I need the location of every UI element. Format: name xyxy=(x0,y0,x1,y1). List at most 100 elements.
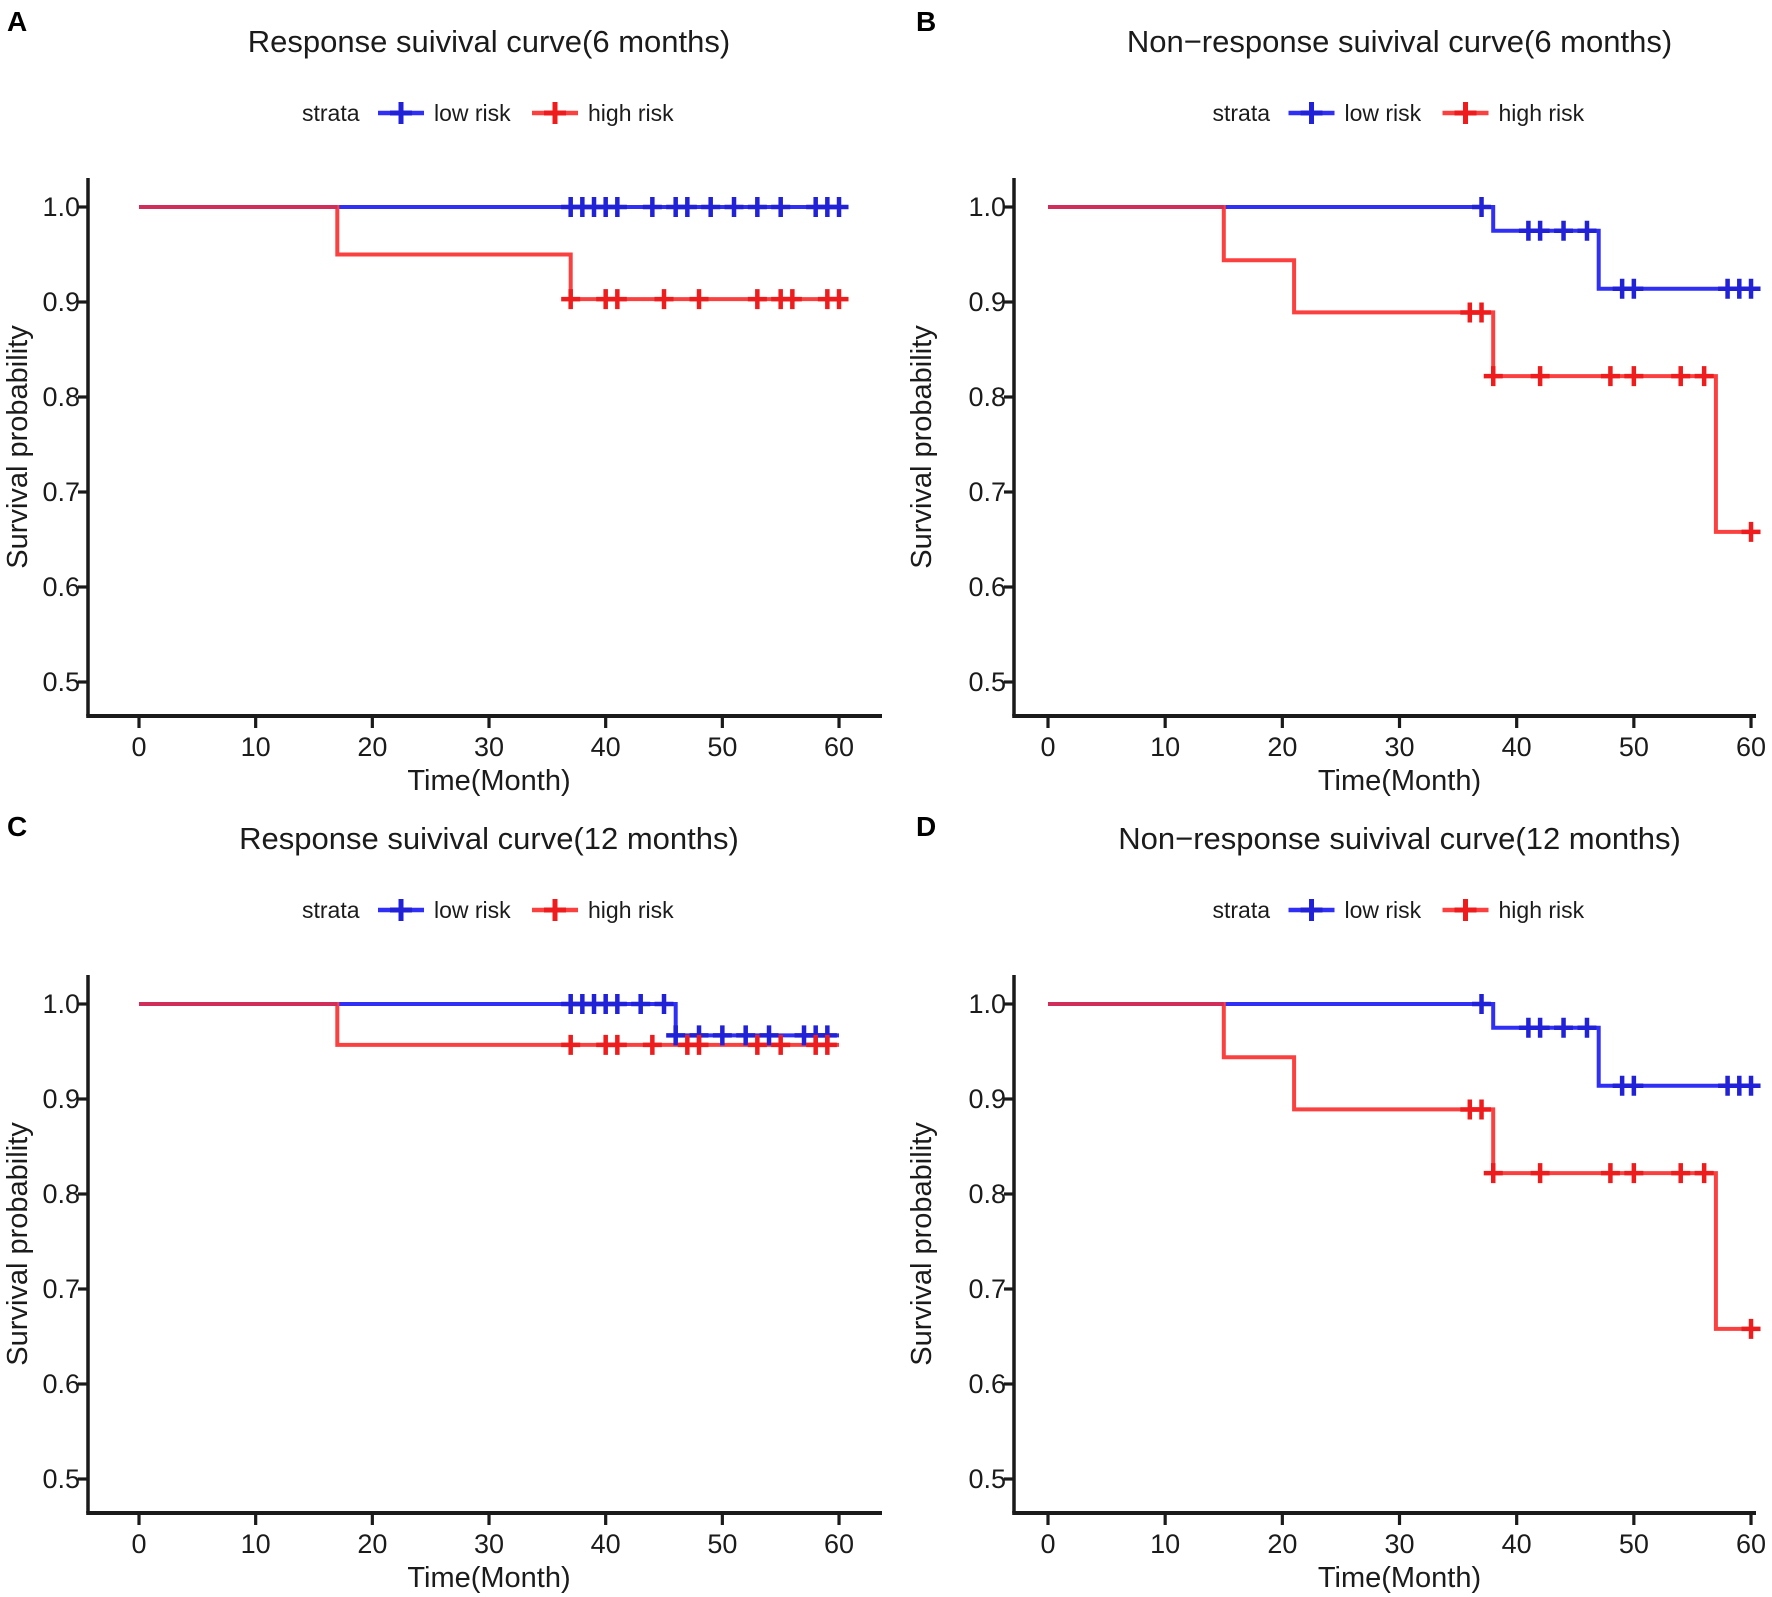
censor-mark-low-risk xyxy=(1624,278,1644,299)
legend-key-cross-low-risk xyxy=(1300,102,1323,124)
panel-d: D Non−response suivival curve(12 months)… xyxy=(886,797,1772,1597)
censor-mark-low-risk xyxy=(666,1025,686,1046)
panel-title: Response suivival curve(12 months) xyxy=(239,821,739,856)
legend-title: strata xyxy=(302,100,360,126)
x-tick-label: 50 xyxy=(707,732,737,762)
x-tick-label: 20 xyxy=(357,732,387,762)
censor-mark-high-risk xyxy=(689,289,709,310)
censor-mark-low-risk xyxy=(677,197,697,217)
x-tick-label: 40 xyxy=(1502,1529,1532,1559)
censor-mark-high-risk xyxy=(1671,1163,1691,1184)
legend-key-cross-high-risk xyxy=(544,899,567,921)
x-axis-title: Time(Month) xyxy=(1318,765,1481,797)
y-tick-label: 0.8 xyxy=(968,1179,1006,1209)
y-tick-label: 1.0 xyxy=(968,989,1006,1019)
x-tick-label: 20 xyxy=(1267,1529,1297,1559)
panel-b: B Non−response suivival curve(6 months) s… xyxy=(886,0,1772,797)
y-axis-title: Survival probability xyxy=(2,1122,34,1366)
y-tick-label: 1.0 xyxy=(968,192,1006,222)
y-tick-label: 0.8 xyxy=(42,382,80,412)
x-axis-title: Time(Month) xyxy=(407,765,570,797)
censor-mark-high-risk xyxy=(654,289,674,310)
y-tick-label: 0.5 xyxy=(968,667,1006,697)
censor-mark-low-risk xyxy=(829,197,849,217)
y-tick-label: 0.9 xyxy=(968,287,1006,317)
censor-mark-high-risk xyxy=(1472,1099,1492,1120)
censor-mark-low-risk xyxy=(1530,220,1550,241)
panel-letter-d: D xyxy=(916,811,937,842)
y-tick-label: 0.5 xyxy=(42,667,80,697)
censor-mark-low-risk xyxy=(607,197,627,217)
x-tick-label: 50 xyxy=(1619,1529,1649,1559)
x-tick-label: 50 xyxy=(1619,732,1649,762)
censor-mark-high-risk xyxy=(782,289,802,310)
curve-high-risk xyxy=(1048,1002,1751,1331)
x-tick-label: 30 xyxy=(474,732,504,762)
censor-mark-low-risk xyxy=(1554,1017,1574,1038)
legend-key-cross-low-risk xyxy=(1300,899,1323,921)
censor-mark-high-risk xyxy=(829,289,849,310)
x-tick-label: 0 xyxy=(1040,732,1055,762)
panel-letter-a: A xyxy=(7,6,28,37)
y-tick-label: 0.6 xyxy=(968,572,1006,602)
censor-mark-low-risk xyxy=(1577,1017,1597,1038)
censor-mark-low-risk xyxy=(654,994,674,1014)
legend-label-low-risk: low risk xyxy=(1345,897,1422,923)
censor-mark-high-risk xyxy=(1741,521,1761,542)
curve-high-risk xyxy=(139,205,839,302)
y-tick-label: 0.9 xyxy=(42,287,80,317)
y-tick-label: 0.9 xyxy=(42,1084,80,1114)
panel-title: Non−response suivival curve(12 months) xyxy=(1118,821,1681,856)
censor-mark-low-risk xyxy=(736,1025,756,1046)
y-tick-label: 0.9 xyxy=(968,1084,1006,1114)
y-tick-label: 1.0 xyxy=(42,989,80,1019)
censor-mark-low-risk xyxy=(1624,1075,1644,1096)
curve-low-risk xyxy=(139,1002,839,1038)
censor-mark-low-risk xyxy=(701,197,721,217)
x-tick-label: 10 xyxy=(241,1529,271,1559)
censor-mark-high-risk xyxy=(1624,1163,1644,1184)
y-tick-label: 0.6 xyxy=(42,1369,80,1399)
censor-mark-low-risk xyxy=(1472,197,1492,217)
censor-mark-low-risk xyxy=(1577,220,1597,241)
legend-key-cross-high-risk xyxy=(1454,899,1477,921)
x-tick-label: 60 xyxy=(1736,1529,1766,1559)
y-tick-label: 0.7 xyxy=(968,1274,1006,1304)
x-tick-label: 60 xyxy=(1736,732,1766,762)
y-tick-label: 0.5 xyxy=(42,1464,80,1494)
censor-mark-high-risk xyxy=(771,1034,791,1055)
y-axis-title: Survival probability xyxy=(906,1122,938,1366)
censor-mark-high-risk xyxy=(689,1034,709,1055)
y-tick-label: 0.6 xyxy=(42,572,80,602)
panel-c: C Response suivival curve(12 months) stra… xyxy=(0,797,886,1597)
censor-mark-low-risk xyxy=(642,197,662,217)
legend-label-low-risk: low risk xyxy=(434,897,511,923)
censor-mark-low-risk xyxy=(724,197,744,217)
censor-mark-high-risk xyxy=(747,1034,767,1055)
x-tick-label: 30 xyxy=(1384,732,1414,762)
legend-label-low-risk: low risk xyxy=(434,100,511,126)
y-axis-title: Survival probability xyxy=(906,325,938,569)
censor-mark-high-risk xyxy=(1741,1318,1761,1339)
legend-label-high-risk: high risk xyxy=(588,897,674,923)
x-axis-title: Time(Month) xyxy=(1318,1562,1481,1594)
x-tick-label: 10 xyxy=(1150,1529,1180,1559)
x-tick-label: 60 xyxy=(824,732,854,762)
censor-mark-high-risk xyxy=(747,289,767,310)
y-axis-title: Survival probability xyxy=(2,325,34,569)
x-tick-label: 20 xyxy=(1267,732,1297,762)
x-tick-label: 30 xyxy=(474,1529,504,1559)
legend-title: strata xyxy=(1213,897,1271,923)
censor-mark-high-risk xyxy=(607,289,627,310)
censor-mark-low-risk xyxy=(1472,994,1492,1014)
legend-key-cross-high-risk xyxy=(1454,102,1477,124)
censor-mark-high-risk xyxy=(1624,366,1644,387)
y-tick-label: 0.7 xyxy=(42,1274,80,1304)
censor-mark-high-risk xyxy=(607,1034,627,1055)
censor-mark-high-risk xyxy=(1671,366,1691,387)
x-tick-label: 20 xyxy=(357,1529,387,1559)
legend-title: strata xyxy=(302,897,360,923)
censor-mark-low-risk xyxy=(607,994,627,1014)
survival-plot-a: Response suivival curve(6 months) strata l… xyxy=(2,24,882,797)
